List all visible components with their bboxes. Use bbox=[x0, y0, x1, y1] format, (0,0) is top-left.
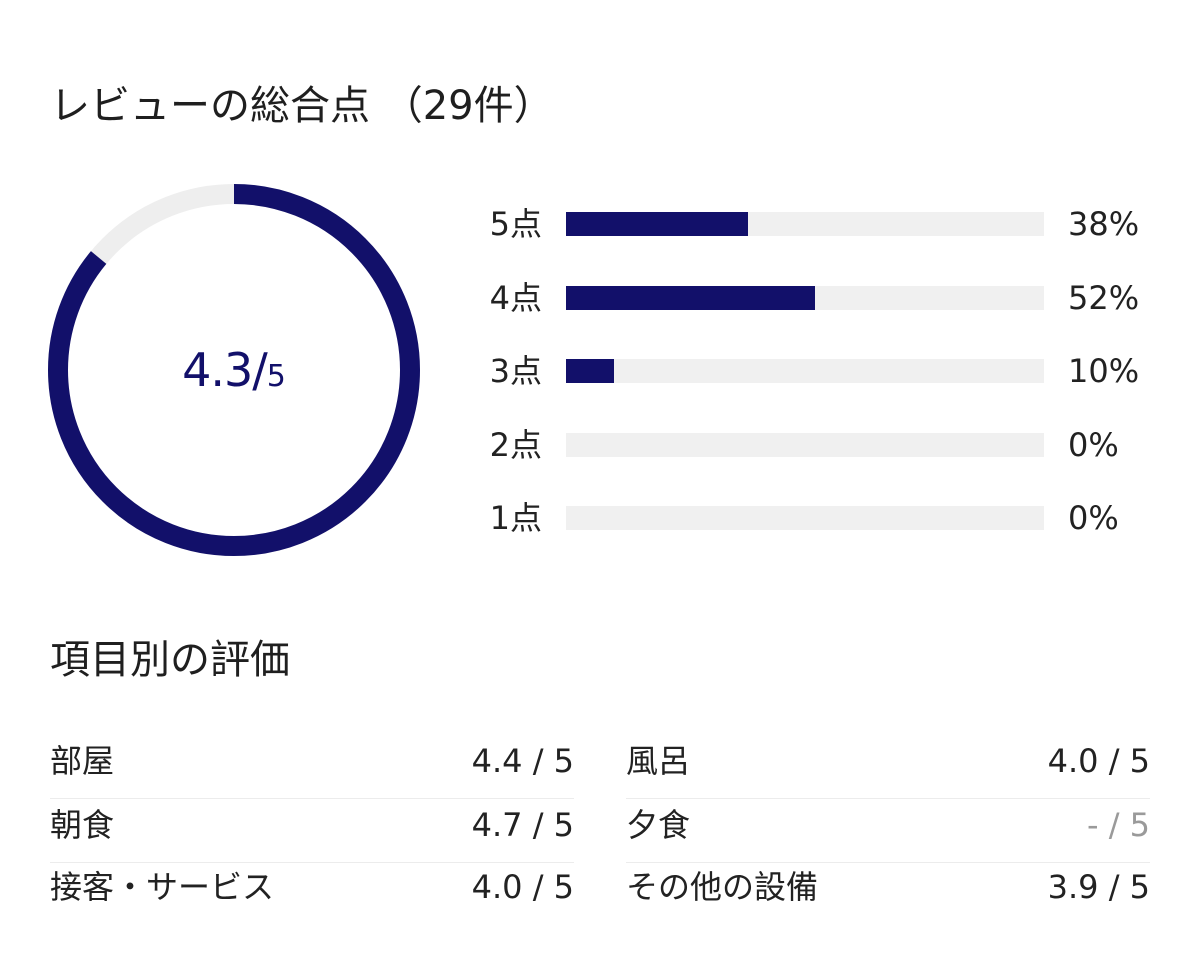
category-row-service: 接客・サービス 4.0 / 5 bbox=[50, 860, 574, 924]
rating-distribution-label: 1点 bbox=[489, 499, 542, 537]
rating-distribution-row-3: 3点 10% bbox=[470, 351, 1160, 391]
category-row-breakfast: 朝食 4.7 / 5 bbox=[50, 798, 574, 863]
rating-distribution-percent: 0% bbox=[1068, 499, 1119, 537]
donut-score-arc bbox=[48, 184, 420, 556]
category-name: 接客・サービス bbox=[50, 868, 275, 906]
category-name: その他の設備 bbox=[626, 868, 819, 906]
category-ratings-title: 項目別の評価 bbox=[50, 637, 290, 683]
rating-distribution-row-1: 1点 0% bbox=[470, 498, 1160, 538]
rating-distribution-track bbox=[566, 212, 1044, 236]
rating-distribution-track bbox=[566, 359, 1044, 383]
rating-distribution-percent: 38% bbox=[1068, 205, 1140, 243]
category-row-room: 部屋 4.4 / 5 bbox=[50, 734, 574, 799]
category-name: 風呂 bbox=[626, 742, 691, 780]
rating-distribution-row-5: 5点 38% bbox=[470, 204, 1160, 244]
rating-distribution-label: 2点 bbox=[489, 426, 542, 464]
overall-score: 4.3/5 bbox=[48, 184, 420, 556]
overall-score-donut: 4.3/5 bbox=[48, 184, 420, 556]
rating-distribution-track bbox=[566, 506, 1044, 530]
rating-distribution-label: 5点 bbox=[489, 205, 542, 243]
category-score: - / 5 bbox=[1086, 806, 1150, 844]
donut-chart bbox=[48, 184, 420, 556]
category-score: 4.7 / 5 bbox=[471, 806, 574, 844]
category-score: 3.9 / 5 bbox=[1047, 868, 1150, 906]
rating-distribution-row-4: 4点 52% bbox=[470, 278, 1160, 318]
rating-distribution-percent: 10% bbox=[1068, 352, 1140, 390]
category-row-bath: 風呂 4.0 / 5 bbox=[626, 734, 1150, 799]
category-row-dinner: 夕食 - / 5 bbox=[626, 798, 1150, 863]
overall-score-max: 5 bbox=[266, 358, 286, 394]
category-score: 4.4 / 5 bbox=[471, 742, 574, 780]
category-name: 部屋 bbox=[50, 742, 115, 780]
rating-distribution-row-2: 2点 0% bbox=[470, 425, 1160, 465]
rating-distribution-fill bbox=[566, 359, 614, 383]
rating-distribution-fill bbox=[566, 212, 748, 236]
category-score: 4.0 / 5 bbox=[1047, 742, 1150, 780]
rating-distribution-percent: 0% bbox=[1068, 426, 1119, 464]
rating-distribution-label: 4点 bbox=[489, 279, 542, 317]
overall-score-value: 4.3/ bbox=[182, 343, 268, 397]
rating-distribution-fill bbox=[566, 286, 815, 310]
category-name: 朝食 bbox=[50, 806, 115, 844]
overall-rating-title: レビューの総合点 （29件） bbox=[50, 83, 554, 129]
rating-distribution-percent: 52% bbox=[1068, 279, 1140, 317]
rating-distribution-track bbox=[566, 286, 1044, 310]
category-row-other-facilities: その他の設備 3.9 / 5 bbox=[626, 860, 1150, 924]
category-name: 夕食 bbox=[626, 806, 691, 844]
rating-distribution-track bbox=[566, 433, 1044, 457]
rating-distribution-label: 3点 bbox=[489, 352, 542, 390]
category-score: 4.0 / 5 bbox=[471, 868, 574, 906]
